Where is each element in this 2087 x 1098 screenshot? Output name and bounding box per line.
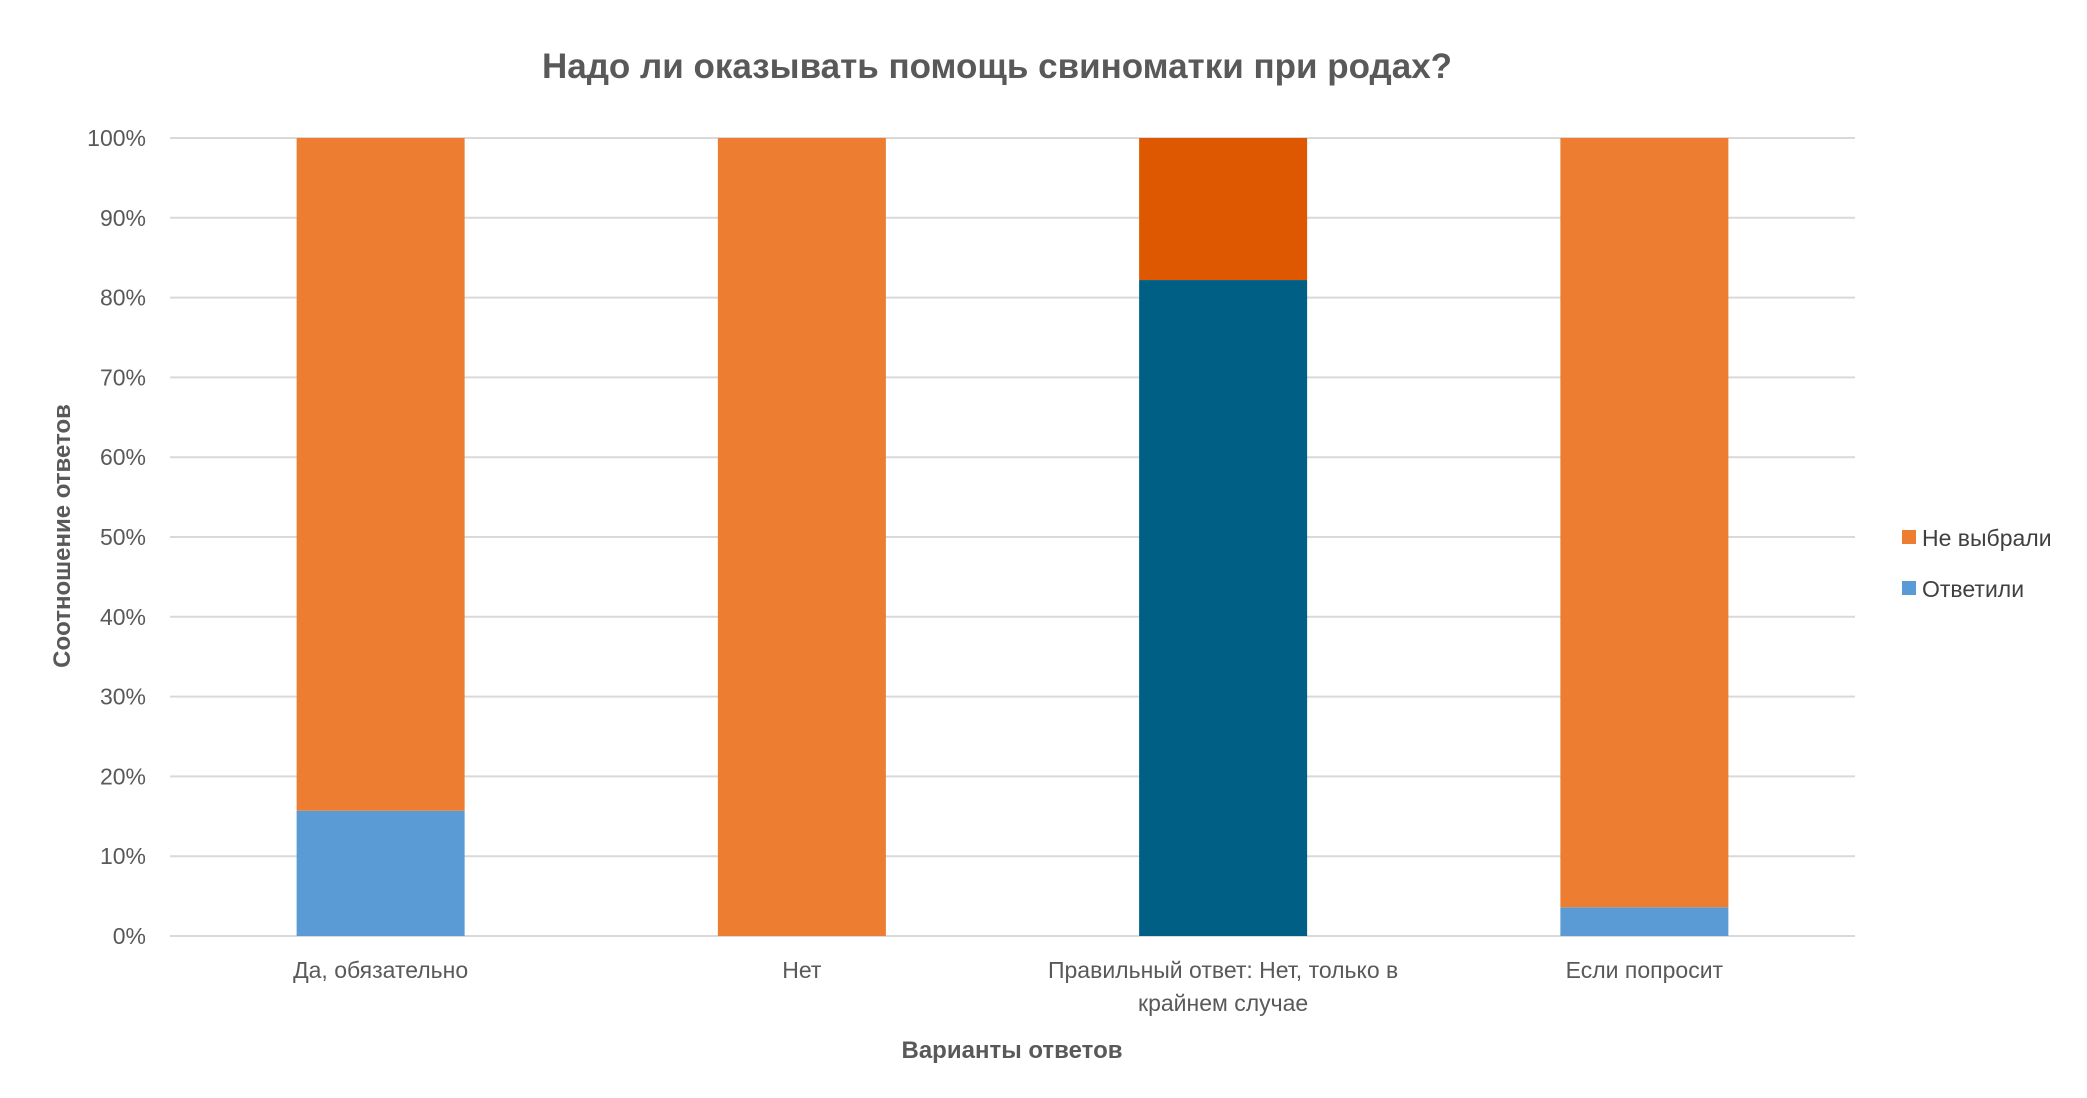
bar-segment: [1139, 280, 1308, 936]
y-axis-title: Соотношение ответов: [49, 404, 76, 668]
bar-segment: [296, 810, 465, 936]
x-axis-category-labels: Да, обязательно Нет Правильный ответ: Нет,…: [293, 957, 1723, 1016]
bar-segment: [1560, 907, 1729, 936]
y-tick-label: 80%: [100, 285, 146, 311]
y-tick-label: 90%: [100, 205, 146, 231]
y-tick-label: 0%: [113, 923, 146, 949]
bars: [296, 138, 1729, 936]
x-category-label: Нет: [782, 957, 822, 983]
chart-title: Надо ли оказывать помощь свиноматки при …: [542, 47, 1452, 86]
legend-swatch: [1902, 581, 1916, 595]
x-category-label: крайнем случае: [1138, 990, 1308, 1016]
bar-segment: [1560, 138, 1729, 908]
x-category-label: Если попросит: [1566, 957, 1724, 983]
y-tick-label: 70%: [100, 364, 146, 390]
x-category-label: Да, обязательно: [293, 957, 468, 983]
legend-label: Ответили: [1922, 576, 2024, 602]
y-tick-label: 40%: [100, 604, 146, 630]
y-tick-label: 100%: [87, 125, 146, 151]
y-tick-label: 30%: [100, 684, 146, 710]
legend-label: Не выбрали: [1922, 525, 2052, 551]
y-tick-label: 20%: [100, 763, 146, 789]
y-axis-tick-labels: 0% 10% 20% 30% 40% 50% 60% 70% 80% 90% 100%: [87, 125, 146, 949]
y-tick-label: 50%: [100, 524, 146, 550]
y-tick-label: 60%: [100, 444, 146, 470]
x-category-label: Правильный ответ: Нет, только в: [1048, 957, 1398, 983]
bar-segment: [1139, 138, 1308, 281]
bar-segment: [296, 138, 465, 811]
bar-segment: [717, 138, 886, 936]
x-axis-title: Варианты ответов: [902, 1037, 1123, 1064]
legend-swatch: [1902, 530, 1916, 544]
y-tick-label: 10%: [100, 843, 146, 869]
legend: Не выбрали Ответили: [1902, 525, 2052, 602]
